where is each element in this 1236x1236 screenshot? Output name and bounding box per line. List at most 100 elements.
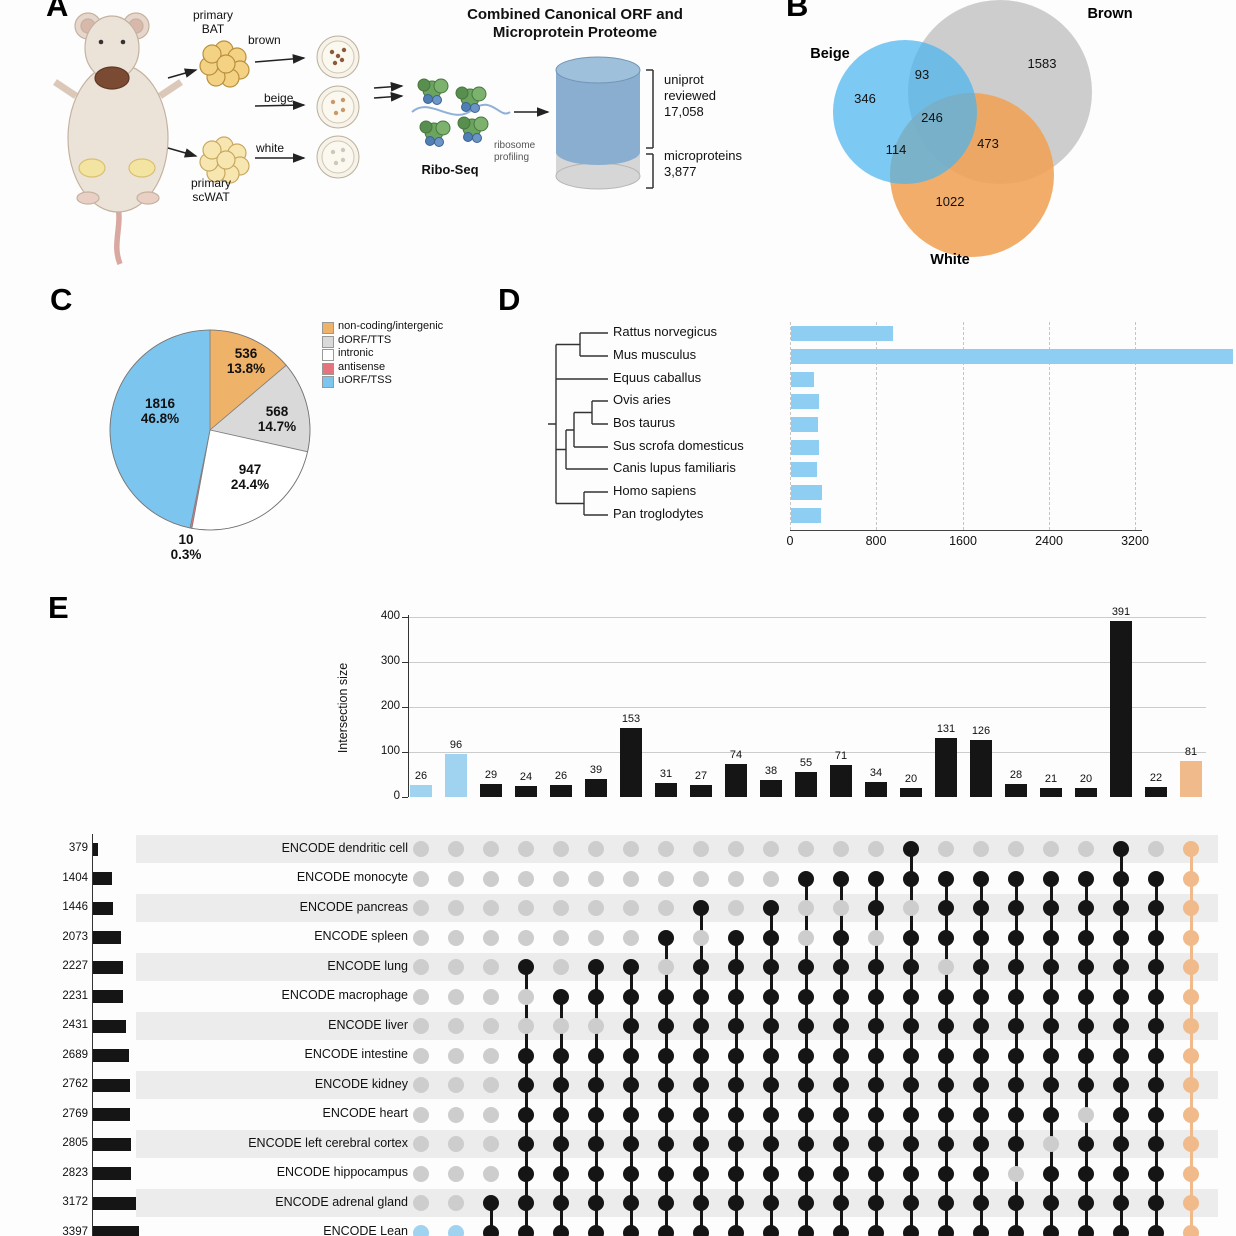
e-matrix-dot-11-8 xyxy=(798,1077,814,1093)
e-matrix-dot-14-6 xyxy=(903,1018,919,1034)
e-matrix-dot-16-10 xyxy=(973,1136,989,1152)
pie-value-uorf: 1816 xyxy=(145,396,176,411)
e-matrix-dot-8-3 xyxy=(693,929,709,946)
e-set-label-8: ENCODE kidney xyxy=(314,1076,408,1091)
d-tick-label-3: 2400 xyxy=(1035,534,1063,548)
e-row-stripe-10 xyxy=(136,1130,1218,1158)
e-matrix-dot-17-10 xyxy=(1008,1136,1024,1152)
e-matrix-dot-18-2 xyxy=(1043,900,1059,916)
e-connector-14 xyxy=(909,849,913,1233)
e-matrix-dot-14-7 xyxy=(903,1047,919,1064)
d-tick-label-2: 1600 xyxy=(949,534,977,548)
e-matrix-dot-0-12 xyxy=(413,1195,429,1211)
e-matrix-dot-20-7 xyxy=(1113,1047,1129,1064)
e-matrix-dot-1-0 xyxy=(448,841,464,857)
primary-scwat-label: primary scWAT xyxy=(176,176,246,204)
e-matrix-dot-3-6 xyxy=(518,1018,534,1034)
e-matrix-dot-9-11 xyxy=(728,1165,744,1182)
e-matrix-dot-1-7 xyxy=(448,1047,464,1064)
e-matrix-dot-17-9 xyxy=(1008,1106,1024,1123)
e-matrix-dot-19-9 xyxy=(1078,1106,1094,1123)
e-set-size-3: 2073 xyxy=(62,930,88,943)
e-matrix-dot-5-1 xyxy=(588,870,604,887)
pie-legend-label-2: intronic xyxy=(338,347,374,359)
e-matrix-dot-11-11 xyxy=(798,1165,814,1182)
e-intersection-bar-8 xyxy=(690,785,712,797)
e-intersection-bar-7 xyxy=(655,783,677,797)
e-intersection-value-1: 96 xyxy=(449,739,463,751)
e-intersection-value-5: 39 xyxy=(589,764,603,776)
e-matrix-dot-3-0 xyxy=(518,841,534,857)
e-matrix-dot-14-10 xyxy=(903,1136,919,1152)
e-matrix-dot-11-0 xyxy=(798,841,814,857)
e-ytick-mark-100 xyxy=(402,752,408,753)
e-matrix-dot-12-0 xyxy=(833,841,849,857)
e-matrix-dot-14-0 xyxy=(903,841,919,857)
ribosome-icon xyxy=(417,78,449,105)
d-species-bar-2 xyxy=(791,372,814,387)
e-matrix-dot-15-7 xyxy=(938,1047,954,1064)
e-connector-20 xyxy=(1119,849,1123,1233)
e-matrix-dot-11-4 xyxy=(798,959,814,975)
e-row-stripe-0 xyxy=(136,835,1218,863)
e-intersection-value-20: 391 xyxy=(1111,606,1131,618)
e-matrix-dot-11-7 xyxy=(798,1047,814,1064)
e-set-size-bar-12 xyxy=(93,1196,136,1210)
e-matrix-dot-2-6 xyxy=(483,1018,499,1034)
e-matrix-dot-19-2 xyxy=(1078,900,1094,916)
e-set-size-10: 2805 xyxy=(62,1137,88,1149)
e-intersection-value-12: 71 xyxy=(834,750,848,762)
e-set-size-bar-13 xyxy=(93,1226,139,1236)
e-matrix-dot-0-9 xyxy=(413,1106,429,1123)
e-matrix-dot-5-2 xyxy=(588,900,604,916)
e-matrix-dot-2-3 xyxy=(483,929,499,946)
e-matrix-dot-19-11 xyxy=(1078,1165,1094,1182)
e-matrix-dot-0-2 xyxy=(413,900,429,916)
e-matrix-dot-0-8 xyxy=(413,1077,429,1093)
e-matrix-dot-5-8 xyxy=(588,1077,604,1093)
e-matrix-dot-3-2 xyxy=(518,900,534,916)
d-species-bar-8 xyxy=(791,508,821,523)
mouse-illustration xyxy=(53,12,183,266)
e-connector-22 xyxy=(1189,849,1193,1233)
mouse-bat-patch xyxy=(94,66,130,90)
e-matrix-dot-10-11 xyxy=(763,1165,779,1182)
e-set-label-10: ENCODE left cerebral cortex xyxy=(248,1135,408,1150)
ribosome-profiling-line1: ribosome xyxy=(494,140,536,151)
e-intersection-bar-18 xyxy=(1040,788,1062,797)
e-matrix-dot-22-5 xyxy=(1183,988,1199,1005)
e-connector-6 xyxy=(629,967,633,1233)
e-set-label-9: ENCODE heart xyxy=(322,1106,408,1120)
e-set-label-2: ENCODE pancreas xyxy=(299,899,408,914)
d-gridline-3 xyxy=(1049,322,1050,530)
e-matrix-dot-19-12 xyxy=(1078,1195,1094,1211)
e-intersection-value-3: 24 xyxy=(519,771,533,783)
e-matrix-dot-3-5 xyxy=(518,988,534,1005)
e-matrix-dot-12-3 xyxy=(833,929,849,946)
e-ytick-label-400: 400 xyxy=(380,610,400,622)
pie-legend-swatch-1 xyxy=(322,335,334,348)
e-matrix-dot-14-1 xyxy=(903,870,919,887)
panel-a-title: Combined Canonical ORF and Microprotein … xyxy=(425,6,725,42)
e-matrix-dot-6-1 xyxy=(623,870,639,887)
e-matrix-dot-5-5 xyxy=(588,988,604,1005)
e-matrix-dot-15-2 xyxy=(938,900,954,916)
e-matrix-dot-7-2 xyxy=(658,900,674,916)
e-matrix-dot-11-6 xyxy=(798,1018,814,1034)
e-ytick-mark-200 xyxy=(402,707,408,708)
e-matrix-dot-16-13 xyxy=(973,1224,989,1236)
e-matrix-dot-18-12 xyxy=(1043,1195,1059,1211)
flow-arrows xyxy=(167,54,550,163)
e-intersection-bar-17 xyxy=(1005,784,1027,797)
e-matrix-dot-14-11 xyxy=(903,1165,919,1182)
e-matrix-dot-15-4 xyxy=(938,959,954,975)
e-matrix-dot-15-12 xyxy=(938,1195,954,1211)
e-matrix-dot-3-13 xyxy=(518,1224,534,1236)
e-matrix-dot-12-7 xyxy=(833,1047,849,1064)
e-matrix-dot-9-8 xyxy=(728,1077,744,1093)
e-matrix-dot-19-1 xyxy=(1078,870,1094,887)
e-set-size-bar-11 xyxy=(93,1167,131,1180)
petri-dish-beige xyxy=(316,85,360,129)
e-matrix-dot-22-2 xyxy=(1183,900,1199,916)
e-intersection-value-19: 20 xyxy=(1079,773,1093,785)
